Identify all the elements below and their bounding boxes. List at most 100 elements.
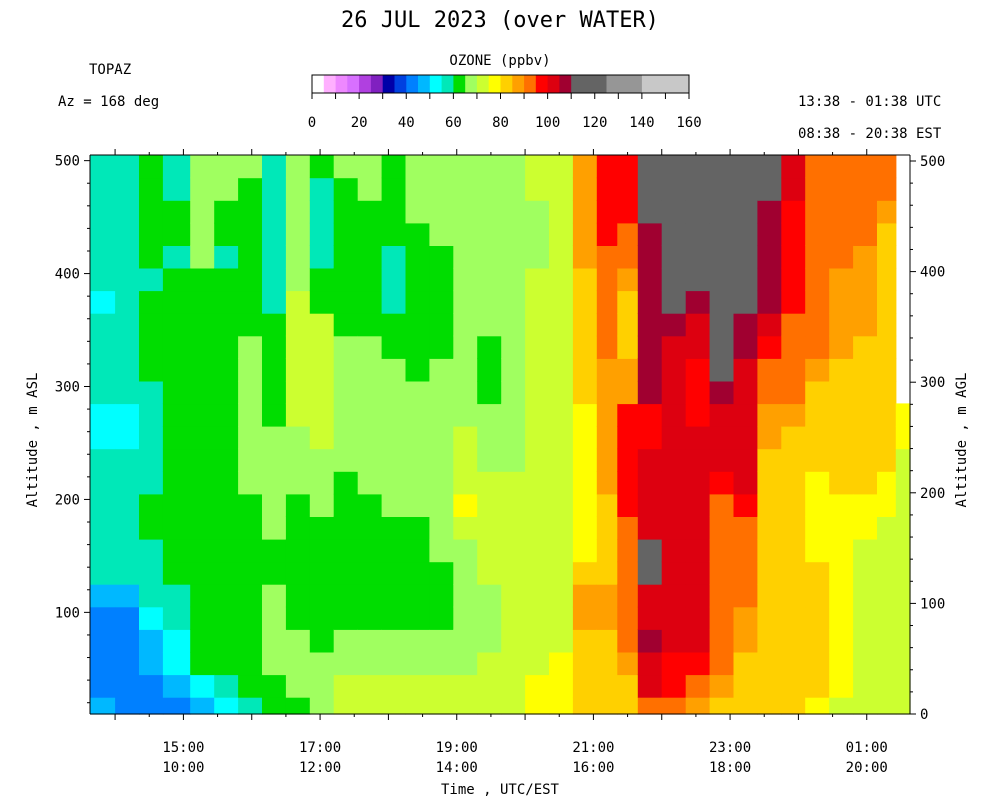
heatmap-cell xyxy=(877,313,897,337)
heatmap-cell xyxy=(285,335,311,359)
heatmap-cell xyxy=(549,584,574,608)
heatmap-cell xyxy=(357,426,383,450)
heatmap-cell xyxy=(214,380,239,405)
heatmap-cell xyxy=(733,539,758,563)
heatmap-cell xyxy=(805,606,830,630)
colorbar xyxy=(312,75,690,93)
heatmap-cell xyxy=(162,200,191,224)
colorbar-swatch xyxy=(606,75,643,93)
heatmap-cell xyxy=(90,448,116,472)
heatmap-cell xyxy=(781,177,806,201)
heatmap-cell xyxy=(309,177,335,201)
heatmap-cell xyxy=(572,561,598,585)
heatmap-cell xyxy=(617,200,639,224)
heatmap-cell xyxy=(525,403,550,427)
heatmap-cell xyxy=(877,335,897,359)
colorbar-swatch xyxy=(359,75,372,93)
heatmap-cell xyxy=(115,539,140,563)
heatmap-cell xyxy=(285,561,311,585)
heatmap-cell xyxy=(685,177,711,201)
heatmap-cell xyxy=(477,177,502,201)
heatmap-cell xyxy=(733,629,758,653)
heatmap-cell xyxy=(501,516,526,540)
heatmap-cell xyxy=(477,629,502,653)
heatmap-cell xyxy=(829,471,854,495)
heatmap-cell xyxy=(477,493,502,517)
heatmap-cell xyxy=(617,222,639,246)
heatmap-cell xyxy=(572,245,598,269)
heatmap-cell xyxy=(829,380,854,405)
heatmap-cell xyxy=(709,539,735,563)
heatmap-cell xyxy=(572,358,598,382)
heatmap-cell xyxy=(238,697,263,715)
heatmap-cell xyxy=(115,313,140,337)
heatmap-cell xyxy=(262,245,287,269)
heatmap-cell xyxy=(381,448,407,472)
heatmap-cell xyxy=(853,561,878,585)
heatmap-cell xyxy=(895,561,911,585)
colorbar-swatch xyxy=(347,75,360,93)
heatmap-cell xyxy=(525,629,550,653)
heatmap-cell xyxy=(162,697,191,715)
heatmap-cell xyxy=(357,358,383,382)
heatmap-cell xyxy=(805,245,830,269)
heatmap-cell xyxy=(637,335,663,359)
heatmap-cell xyxy=(549,200,574,224)
heatmap-cell xyxy=(549,448,574,472)
heatmap-cell xyxy=(733,313,758,337)
heatmap-cell xyxy=(262,606,287,630)
heatmap-cell xyxy=(139,539,164,563)
heatmap-cell xyxy=(333,177,359,201)
heatmap-cell xyxy=(139,516,164,540)
heatmap-cell xyxy=(405,471,430,495)
heatmap-cell xyxy=(549,245,574,269)
heatmap-cell xyxy=(214,651,239,676)
heatmap-cell xyxy=(453,697,478,715)
heatmap-cell xyxy=(453,539,478,563)
heatmap-cell xyxy=(214,358,239,382)
heatmap-cell xyxy=(877,606,897,630)
heatmap-cell xyxy=(214,245,239,269)
heatmap-cell xyxy=(381,403,407,427)
x-tick-label-utc: 01:00 xyxy=(846,740,888,756)
heatmap-cell xyxy=(617,177,639,201)
heatmap-cell xyxy=(637,245,663,269)
heatmap-cell xyxy=(661,651,687,676)
x-tick-label-utc: 17:00 xyxy=(299,740,341,756)
heatmap-cell xyxy=(429,471,454,495)
heatmap-cell xyxy=(572,584,598,608)
heatmap-cell xyxy=(572,155,598,179)
heatmap-cell xyxy=(405,380,430,405)
heatmap-cell xyxy=(685,629,711,653)
y-tick-label-right: 400 xyxy=(920,265,945,281)
heatmap-cell xyxy=(853,426,878,450)
heatmap-cell xyxy=(162,222,191,246)
heatmap-cell xyxy=(285,606,311,630)
heatmap-cell xyxy=(214,335,239,359)
heatmap-cell xyxy=(405,448,430,472)
heatmap-cell xyxy=(853,629,878,653)
heatmap-cell xyxy=(429,380,454,405)
heatmap-cell xyxy=(781,403,806,427)
heatmap-cell xyxy=(381,335,407,359)
heatmap-cell xyxy=(757,380,782,405)
heatmap-cell xyxy=(429,674,454,698)
colorbar-swatch xyxy=(453,75,466,93)
heatmap-cell xyxy=(115,335,140,359)
heatmap-cell xyxy=(309,674,335,698)
heatmap-cell xyxy=(525,471,550,495)
heatmap-cell xyxy=(285,200,311,224)
heatmap-cell xyxy=(853,539,878,563)
heatmap-cell xyxy=(405,245,430,269)
heatmap-cell xyxy=(190,177,215,201)
heatmap-cell xyxy=(709,493,735,517)
heatmap-cell xyxy=(549,539,574,563)
heatmap-cell xyxy=(139,674,164,698)
heatmap-cell xyxy=(733,561,758,585)
colorbar-swatch xyxy=(465,75,478,93)
heatmap-cell xyxy=(781,358,806,382)
colorbar-ticks: 0 20 40 60 80 100 120 140 160 xyxy=(308,93,702,131)
heatmap-cell xyxy=(895,471,911,495)
heatmap-cell xyxy=(685,222,711,246)
heatmap-cell xyxy=(90,471,116,495)
